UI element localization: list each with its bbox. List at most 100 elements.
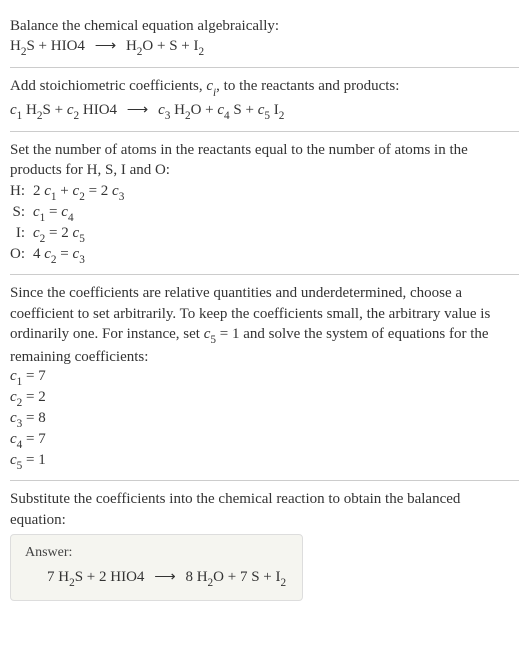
subscript: 1 <box>17 376 23 388</box>
element-label: O: <box>10 245 33 266</box>
arrow-icon: ⟶ <box>127 100 149 120</box>
subscript: 2 <box>137 46 143 58</box>
var: c <box>10 102 17 118</box>
element-label: H: <box>10 182 33 203</box>
equation-cell: 2 c1 + c2 = 2 c3 <box>33 182 130 203</box>
text: = 7 <box>22 368 45 384</box>
subscript: 4 <box>224 110 230 122</box>
arrow-icon: ⟶ <box>154 567 176 586</box>
arrow-icon: ⟶ <box>95 36 117 56</box>
subscript: 2 <box>199 46 205 58</box>
text: + <box>57 183 73 199</box>
subscript: 3 <box>79 254 85 266</box>
text: H <box>22 102 37 118</box>
subscript: 1 <box>17 110 23 122</box>
table-row: O: 4 c2 = c3 <box>10 245 130 266</box>
var: c <box>67 102 74 118</box>
equation-cell: 4 c2 = c3 <box>33 245 130 266</box>
text: O + <box>191 102 218 118</box>
text: H <box>170 102 185 118</box>
subscript: 5 <box>79 233 85 245</box>
subscript: 4 <box>68 212 74 224</box>
text: = 2 <box>22 389 45 405</box>
element-label: S: <box>10 203 33 224</box>
var: c <box>33 204 40 220</box>
text: = 1 <box>22 452 45 468</box>
stoich-section: Add stoichiometric coefficients, ci, to … <box>10 68 519 130</box>
text: 2 <box>33 183 44 199</box>
table-row: H: 2 c1 + c2 = 2 c3 <box>10 182 130 203</box>
intro-reaction: H2S + HIO4 ⟶ H2O + S + I2 <box>10 36 519 59</box>
text: 8 H <box>185 569 207 585</box>
equation-cell: c2 = 2 c5 <box>33 224 130 245</box>
subscript: 2 <box>51 254 57 266</box>
subscript: 2 <box>17 397 23 409</box>
subscript: 3 <box>165 110 171 122</box>
var: c <box>206 78 213 94</box>
text: = <box>57 246 73 262</box>
intro-section: Balance the chemical equation algebraica… <box>10 8 519 67</box>
text: H <box>126 38 137 54</box>
text: , to the reactants and products: <box>216 78 399 94</box>
atoms-table: H: 2 c1 + c2 = 2 c3 S: c1 = c4 I: c2 = 2… <box>10 182 130 266</box>
text: S + 2 HIO4 <box>75 569 145 585</box>
subscript: 2 <box>279 110 285 122</box>
var: c <box>10 452 17 468</box>
var: c <box>10 410 17 426</box>
subst-text: Substitute the coefficients into the che… <box>10 489 519 530</box>
answer-label: Answer: <box>25 545 286 561</box>
text: HIO4 <box>79 102 117 118</box>
answer-box: Answer: 7 H2S + 2 HIO4 ⟶ 8 H2O + 7 S + I… <box>10 534 303 601</box>
text: I <box>270 102 279 118</box>
subscript: 2 <box>21 46 27 58</box>
text: Add stoichiometric coefficients, <box>10 78 206 94</box>
element-label: I: <box>10 224 33 245</box>
subscript: 3 <box>119 191 125 203</box>
subscript: 2 <box>185 110 191 122</box>
var: c <box>158 102 165 118</box>
text: H <box>10 38 21 54</box>
table-row: I: c2 = 2 c5 <box>10 224 130 245</box>
text: S + HIO4 <box>26 38 84 54</box>
var: c <box>10 368 17 384</box>
atoms-text: Set the number of atoms in the reactants… <box>10 140 519 181</box>
text: O + S + I <box>142 38 198 54</box>
atoms-section: Set the number of atoms in the reactants… <box>10 132 519 275</box>
stoich-text: Add stoichiometric coefficients, ci, to … <box>10 76 519 99</box>
subst-section: Substitute the coefficients into the che… <box>10 481 519 609</box>
subscript: 4 <box>17 439 23 451</box>
subscript: 2 <box>40 233 46 245</box>
var: c <box>10 431 17 447</box>
subscript: 2 <box>79 191 85 203</box>
subscript: 2 <box>69 577 75 589</box>
text: 7 H <box>47 569 69 585</box>
var: c <box>112 183 119 199</box>
coef-row: c3 = 8 <box>10 409 519 430</box>
choose-section: Since the coefficients are relative quan… <box>10 275 519 480</box>
var: c <box>33 225 40 241</box>
coef-row: c2 = 2 <box>10 388 519 409</box>
text: = 7 <box>22 431 45 447</box>
text: O + 7 S + I <box>213 569 280 585</box>
coef-row: c4 = 7 <box>10 430 519 451</box>
subscript: 1 <box>51 191 57 203</box>
var: c <box>10 389 17 405</box>
var: c <box>61 204 68 220</box>
coef-list: c1 = 7 c2 = 2 c3 = 8 c4 = 7 c5 = 1 <box>10 367 519 472</box>
subscript: i <box>213 87 216 99</box>
subscript: 2 <box>208 577 214 589</box>
subscript: 1 <box>40 212 46 224</box>
stoich-equation: c1 H2S + c2 HIO4 ⟶ c3 H2O + c4 S + c5 I2 <box>10 100 519 123</box>
text: = 2 <box>85 183 112 199</box>
answer-equation: 7 H2S + 2 HIO4 ⟶ 8 H2O + 7 S + I2 <box>25 567 286 588</box>
subscript: 2 <box>281 577 287 589</box>
subscript: 5 <box>17 460 23 472</box>
var: c <box>44 246 51 262</box>
text: 4 <box>33 246 44 262</box>
text: = <box>45 204 61 220</box>
subscript: 5 <box>210 334 216 346</box>
subscript: 3 <box>17 418 23 430</box>
var: c <box>44 183 51 199</box>
choose-text: Since the coefficients are relative quan… <box>10 283 519 367</box>
text: S + <box>230 102 258 118</box>
